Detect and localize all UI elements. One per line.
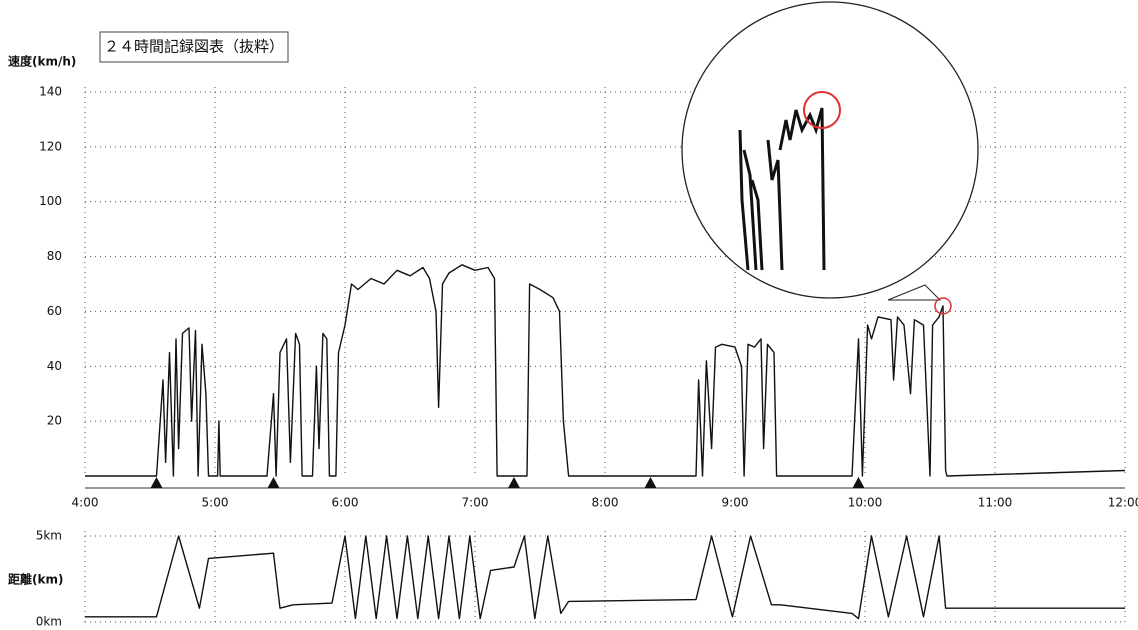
x-tick-label: 5:00 xyxy=(202,496,229,510)
y-tick-label: 120 xyxy=(39,139,62,153)
x-tick-label: 4:00 xyxy=(72,496,99,510)
title-box xyxy=(99,31,289,63)
y-tick-label: 20 xyxy=(47,414,62,428)
x-tick-label: 10:00 xyxy=(848,496,883,510)
x-tick-label: 6:00 xyxy=(332,496,359,510)
y-tick-label: 80 xyxy=(47,249,62,263)
y-tick-label: 60 xyxy=(47,304,62,318)
magnifier-pointer xyxy=(887,284,942,301)
event-marker xyxy=(267,477,280,488)
data-line xyxy=(85,264,1126,477)
y-tick-label: 5km xyxy=(36,529,62,543)
magnifier-lens xyxy=(681,1,979,299)
y-tick-label: 100 xyxy=(39,194,62,208)
magnifier-trace xyxy=(738,107,826,271)
event-marker xyxy=(852,477,865,488)
data-line xyxy=(85,535,1125,620)
highlight-circle xyxy=(934,297,952,315)
x-tick-label: 11:00 xyxy=(978,496,1013,510)
y-axis-label: 速度(km/h) xyxy=(8,54,76,69)
x-tick-label: 9:00 xyxy=(722,496,749,510)
chart-title: ２４時間記録図表（抜粋） xyxy=(104,38,284,56)
magnifier-highlight xyxy=(803,91,841,129)
x-tick-label: 8:00 xyxy=(592,496,619,510)
y-tick-label: 0km xyxy=(36,615,62,629)
y-tick-label: 140 xyxy=(39,85,62,99)
magnifier xyxy=(681,1,979,301)
y-axis-label: 距離(km) xyxy=(8,572,63,587)
event-marker xyxy=(508,477,520,488)
y-tick-label: 40 xyxy=(47,359,62,373)
event-marker xyxy=(644,477,657,488)
x-tick-label: 12:00 xyxy=(1108,496,1138,510)
x-tick-label: 7:00 xyxy=(462,496,489,510)
event-marker xyxy=(150,477,163,488)
